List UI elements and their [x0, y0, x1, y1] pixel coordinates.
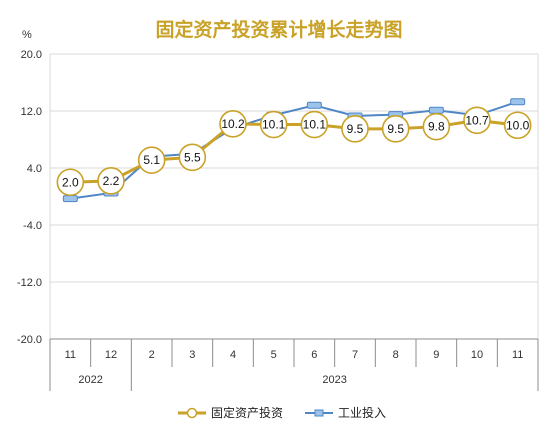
year-group-label: 2023 — [322, 374, 346, 386]
x-tick-label: 3 — [189, 349, 195, 361]
data-label: 9.8 — [428, 120, 445, 134]
data-point — [62, 195, 78, 203]
grid-layer: 20.0 12.0 4.0 -4.0 -12.0 -20.0 — [17, 49, 539, 346]
data-label: 5.1 — [143, 153, 160, 167]
legend-label: 工业投入 — [338, 405, 386, 420]
series-line — [70, 100, 518, 200]
data-point — [341, 115, 369, 143]
x-tick-label: 8 — [393, 349, 399, 361]
data-point — [381, 115, 410, 143]
data-label: 10.1 — [262, 118, 286, 132]
data-label: 9.5 — [387, 122, 404, 136]
year-group-label: 2022 — [78, 374, 102, 386]
data-point — [463, 106, 491, 135]
chart-title: 固定资产投资累计增长走势图 — [155, 18, 402, 41]
series-line — [70, 118, 518, 184]
x-tick-label: 6 — [311, 349, 317, 361]
y-tick-label: -12.0 — [17, 277, 42, 289]
y-tick-label: -4.0 — [23, 220, 42, 232]
x-tick-label: 7 — [352, 349, 358, 361]
y-tick-label: 4.0 — [27, 163, 42, 175]
x-tick-label: 12 — [105, 349, 117, 361]
series-2 — [62, 98, 526, 203]
legend-label: 固定资产投资 — [211, 405, 283, 420]
legend-swatch-marker — [186, 407, 198, 419]
data-point — [219, 110, 247, 138]
data-label: 2.2 — [103, 174, 120, 188]
data-point — [259, 110, 288, 139]
x-tick-label: 11 — [65, 349, 76, 361]
data-label: 10.0 — [506, 118, 530, 132]
y-tick-label: 12.0 — [21, 106, 42, 118]
y-tick-label: -20.0 — [17, 334, 42, 346]
legend: 固定资产投资 工业投入 — [178, 405, 386, 420]
legend-swatch-marker — [314, 409, 324, 417]
data-label: 5.5 — [184, 150, 201, 164]
data-point — [97, 167, 125, 195]
data-point — [137, 146, 166, 174]
x-tick-label: 2 — [149, 349, 155, 361]
series-1 — [56, 106, 532, 197]
y-axis-unit-label: % — [22, 29, 32, 41]
data-point — [56, 168, 85, 197]
data-label: 9.5 — [347, 122, 364, 136]
y-tick-label: 20.0 — [21, 49, 42, 61]
data-point — [510, 98, 526, 106]
data-label-layer: 2.0 2.2 5.1 5.5 10.2 10.1 10.1 9.5 9.5 9.8 10.7 10.… — [62, 113, 530, 189]
data-label: 10.7 — [465, 113, 489, 127]
data-point — [422, 112, 451, 141]
x-tick-label: 11 — [512, 349, 523, 361]
x-tick-label: 4 — [230, 349, 236, 361]
x-tick-label: 9 — [433, 349, 439, 361]
data-label: 10.2 — [221, 117, 245, 131]
data-point — [300, 110, 329, 139]
series-layer — [56, 98, 532, 203]
data-point — [428, 106, 444, 114]
x-tick-label: 10 — [471, 349, 483, 361]
data-point — [306, 101, 322, 109]
data-point — [178, 143, 207, 172]
x-tick-label: 5 — [271, 349, 277, 361]
data-label: 2.0 — [62, 175, 79, 189]
axis-layer: 11 12 2 3 4 5 6 7 8 9 10 11 2022 2023 — [49, 338, 539, 391]
data-label: 10.1 — [303, 118, 327, 132]
data-point — [503, 111, 532, 140]
